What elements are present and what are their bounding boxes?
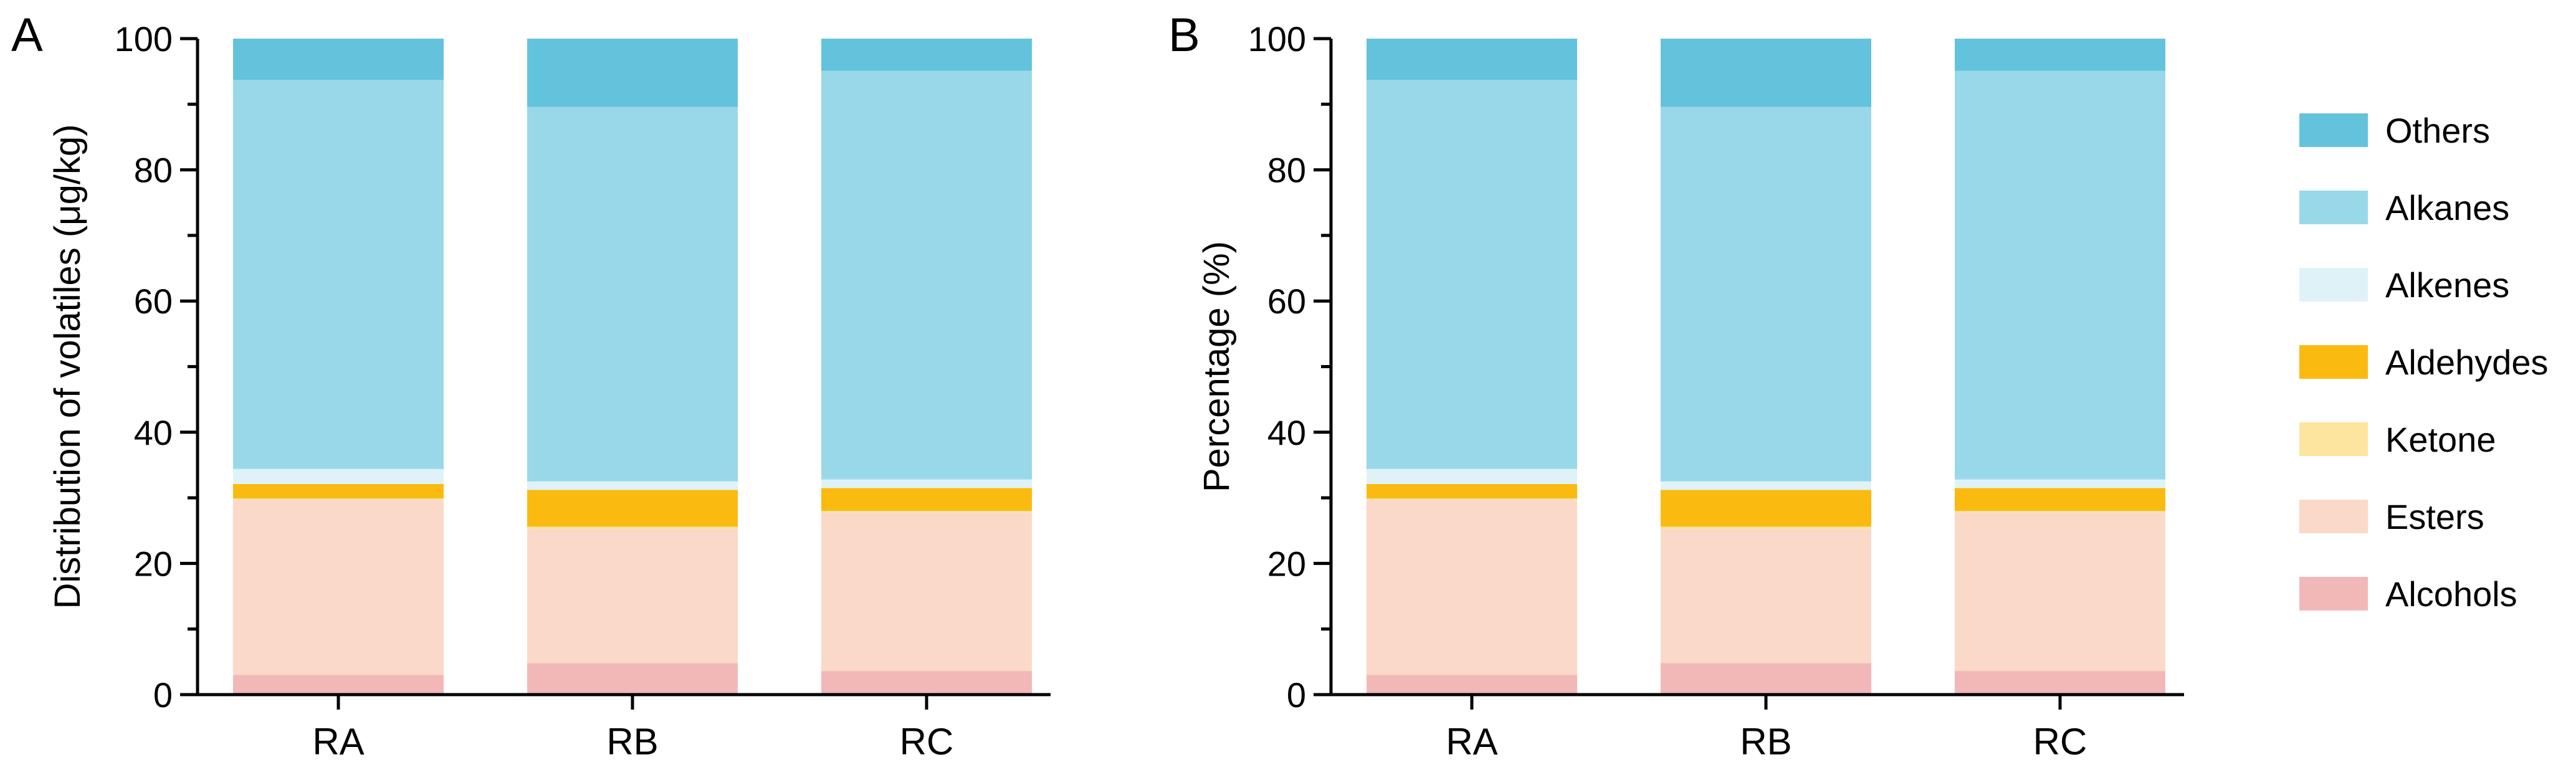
bar-segment-aldehydes-rc [821, 488, 1032, 511]
legend-label-aldehydes: Aldehydes [2385, 343, 2549, 382]
bar-segment-aldehydes-rb [1661, 490, 1871, 527]
x-tick-label-ra: RA [312, 721, 364, 763]
y-axis-title: Distribution of volatiles (μg/kg) [47, 124, 88, 609]
y-tick-label: 0 [153, 675, 173, 715]
y-tick-label: 60 [1267, 282, 1306, 321]
bar-segment-alkenes-ra [233, 468, 444, 484]
bar-segment-others-rb [1661, 39, 1871, 107]
legend-label-alkenes: Alkenes [2385, 265, 2509, 305]
bar-segment-alcohols-ra [1367, 675, 1577, 695]
legend-swatch-alkenes [2299, 268, 2368, 302]
bar-segment-alkanes-rc [821, 70, 1032, 480]
legend-swatch-ketone [2299, 422, 2368, 456]
y-tick-label: 40 [134, 413, 173, 452]
legend-label-others: Others [2385, 111, 2490, 150]
x-tick-label-rc: RC [900, 721, 954, 763]
bar-segment-ketone-rc [821, 511, 1032, 513]
chart-panel-a: 0 20 40 60 80 100 RA RB RC Distribution of volati… [11, 9, 1051, 763]
bar-segment-alcohols-rb [1661, 663, 1871, 695]
legend: Others Alkanes Alkenes Aldehydes Ketone Ester… [2299, 111, 2549, 614]
y-tick-label: 60 [134, 282, 173, 321]
legend-label-alkanes: Alkanes [2385, 188, 2509, 227]
y-tick-label: 40 [1267, 413, 1306, 452]
y-tick-label: 100 [1248, 19, 1306, 59]
bar-segment-others-rc [821, 39, 1032, 71]
bar-segment-alkenes-rb [1661, 481, 1871, 490]
legend-label-ketone: Ketone [2385, 420, 2496, 459]
y-tick-label: 80 [134, 151, 173, 190]
bar-segment-alcohols-rc [821, 671, 1032, 695]
bar-segment-others-rb [527, 39, 738, 107]
bar-segment-alcohols-rb [527, 663, 738, 695]
bar-segment-alkanes-ra [233, 80, 444, 469]
x-tick-label-rb: RB [606, 721, 658, 763]
legend-swatch-alcohols [2299, 577, 2368, 611]
bar-segment-aldehydes-rc [1955, 488, 2165, 511]
y-tick-label: 20 [134, 544, 173, 583]
bar-segment-esters-rc [1955, 512, 2165, 672]
bar-segment-alkenes-ra [1367, 468, 1577, 484]
bar-segment-alkanes-rc [1955, 70, 2165, 480]
legend-swatch-esters [2299, 500, 2368, 533]
bar-segment-esters-ra [233, 500, 444, 675]
bar-segment-alcohols-rc [1955, 671, 2165, 695]
bar-segment-alkenes-rc [821, 479, 1032, 488]
legend-swatch-others [2299, 113, 2368, 147]
bar-segment-aldehydes-rb [527, 490, 738, 527]
bar-segment-ketone-ra [233, 498, 444, 500]
bar-segment-esters-ra [1367, 500, 1577, 675]
legend-label-alcohols: Alcohols [2385, 574, 2517, 614]
bar-segment-others-rc [1955, 39, 2165, 71]
bar-segment-ketone-ra [1367, 498, 1577, 500]
bar-segment-ketone-rb [527, 526, 738, 529]
panel-label-b: B [1168, 9, 1200, 62]
legend-swatch-alkanes [2299, 191, 2368, 224]
x-tick-label-rb: RB [1740, 721, 1791, 763]
bar-segment-esters-rb [527, 528, 738, 663]
bar-segment-aldehydes-ra [1367, 483, 1577, 499]
bar-segment-others-ra [1367, 39, 1577, 80]
y-axis-title: Percentage (%) [1196, 241, 1237, 492]
bar-segment-esters-rb [1661, 528, 1871, 663]
bar-segment-aldehydes-ra [233, 483, 444, 499]
bar-segment-ketone-rb [1661, 526, 1871, 529]
x-tick-label-ra: RA [1446, 721, 1497, 763]
chart-panel-b: 0 20 40 60 80 100 RA RB RC Percentage (%) B [1168, 9, 2184, 763]
legend-label-esters: Esters [2385, 497, 2484, 536]
bar-segment-esters-rc [821, 512, 1032, 672]
bar-segment-alcohols-ra [233, 675, 444, 695]
y-tick-label: 100 [115, 19, 173, 59]
bar-segment-alkenes-rc [1955, 479, 2165, 488]
y-tick-label: 80 [1267, 151, 1306, 190]
bar-segment-others-ra [233, 39, 444, 80]
bar-segment-ketone-rc [1955, 511, 2165, 513]
bar-segment-alkenes-rb [527, 481, 738, 490]
panel-label-a: A [11, 9, 43, 62]
bar-segment-alkanes-rb [527, 107, 738, 482]
bar-segment-alkanes-ra [1367, 80, 1577, 469]
x-tick-label-rc: RC [2033, 721, 2087, 763]
y-tick-label: 0 [1287, 675, 1306, 715]
y-tick-label: 20 [1267, 544, 1306, 583]
legend-swatch-aldehydes [2299, 345, 2368, 379]
bar-segment-alkanes-rb [1661, 107, 1871, 482]
